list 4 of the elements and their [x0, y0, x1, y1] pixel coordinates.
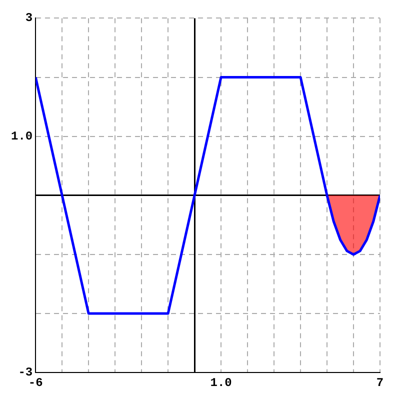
y-tick-label: 3: [25, 11, 33, 26]
x-tick-label: 7: [376, 376, 384, 390]
x-tick-label: 1.0: [210, 376, 232, 390]
y-tick-label: 1.0: [10, 129, 33, 144]
